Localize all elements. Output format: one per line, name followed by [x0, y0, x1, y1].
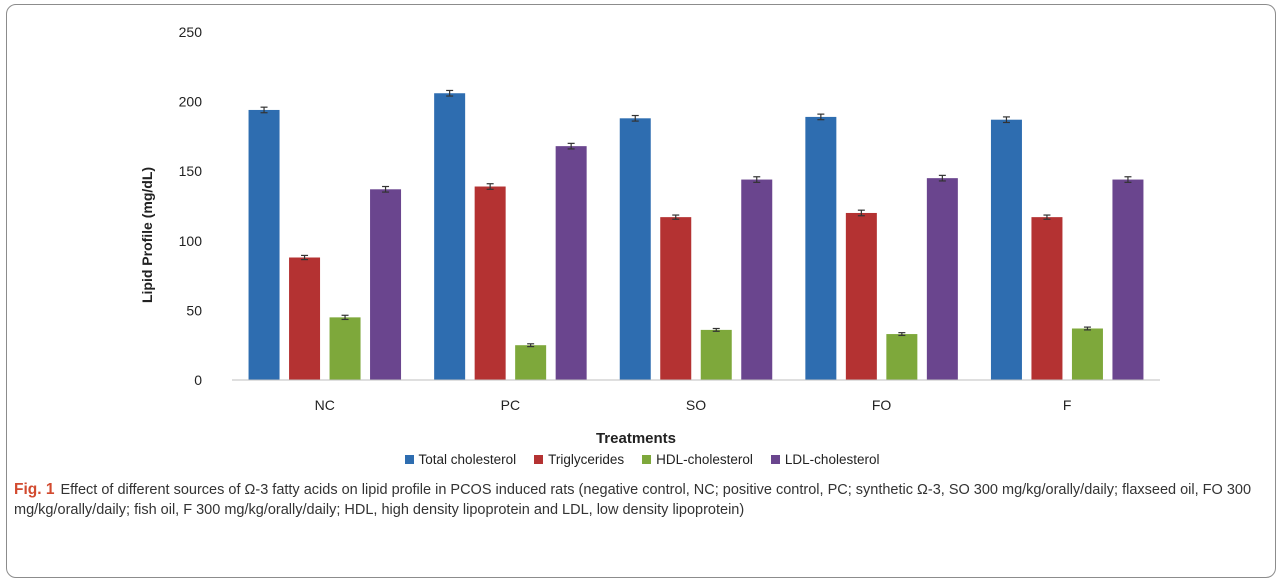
x-axis: NC PC SO FO F: [232, 380, 1160, 413]
caption-text: Effect of different sources of Ω-3 fatty…: [14, 482, 1251, 518]
x-tick-label: FO: [872, 397, 892, 413]
bars: [249, 90, 1144, 380]
legend-swatch: [771, 455, 780, 464]
bar-total-cholesterol-nc: [249, 110, 280, 380]
bar-hdl-cholesterol-nc: [330, 317, 361, 380]
caption-label: Fig. 1: [14, 481, 54, 498]
figure-caption: Fig. 1 Effect of different sources of Ω-3…: [14, 480, 1270, 520]
legend-label: Triglycerides: [548, 452, 624, 467]
y-tick-label: 250: [179, 24, 203, 40]
y-axis: 0 50 100 150 200 250: [179, 24, 203, 388]
bar-triglycerides-f: [1031, 217, 1062, 380]
x-tick-label: F: [1063, 397, 1072, 413]
legend-item: LDL-cholesterol: [771, 452, 880, 467]
bar-hdl-cholesterol-so: [701, 330, 732, 380]
bar-triglycerides-pc: [475, 187, 506, 380]
bar-triglycerides-nc: [289, 258, 320, 380]
x-axis-label: Treatments: [596, 430, 676, 447]
bar-ldl-cholesterol-so: [741, 180, 772, 380]
bar-chart: 0 50 100 150 200 250 NC PC SO FO F Lipid Profile …: [0, 0, 1284, 460]
bar-ldl-cholesterol-pc: [556, 146, 587, 380]
bar-triglycerides-fo: [846, 213, 877, 380]
bar-triglycerides-so: [660, 217, 691, 380]
x-tick-label: PC: [501, 397, 520, 413]
bar-ldl-cholesterol-nc: [370, 189, 401, 380]
legend-item: HDL-cholesterol: [642, 452, 753, 467]
bar-ldl-cholesterol-f: [1112, 180, 1143, 380]
legend-swatch: [534, 455, 543, 464]
y-tick-label: 150: [179, 163, 203, 179]
x-tick-label: NC: [315, 397, 335, 413]
y-tick-label: 100: [179, 233, 203, 249]
bar-total-cholesterol-fo: [805, 117, 836, 380]
bar-ldl-cholesterol-fo: [927, 178, 958, 380]
y-axis-label: Lipid Profile (mg/dL): [139, 167, 155, 303]
legend-label: Total cholesterol: [419, 452, 517, 467]
legend-item: Triglycerides: [534, 452, 624, 467]
legend-item: Total cholesterol: [405, 452, 517, 467]
y-tick-label: 50: [186, 302, 202, 318]
bar-total-cholesterol-f: [991, 120, 1022, 380]
bar-total-cholesterol-pc: [434, 93, 465, 380]
bar-hdl-cholesterol-fo: [886, 334, 917, 380]
legend-swatch: [642, 455, 651, 464]
y-tick-label: 0: [194, 372, 202, 388]
legend-label: HDL-cholesterol: [656, 452, 753, 467]
legend-label: LDL-cholesterol: [785, 452, 880, 467]
bar-hdl-cholesterol-pc: [515, 345, 546, 380]
legend-swatch: [405, 455, 414, 464]
bar-hdl-cholesterol-f: [1072, 328, 1103, 380]
y-tick-label: 200: [179, 94, 203, 110]
bar-total-cholesterol-so: [620, 118, 651, 380]
chart-legend: Total cholesterol Triglycerides HDL-choles…: [0, 452, 1284, 467]
x-tick-label: SO: [686, 397, 706, 413]
